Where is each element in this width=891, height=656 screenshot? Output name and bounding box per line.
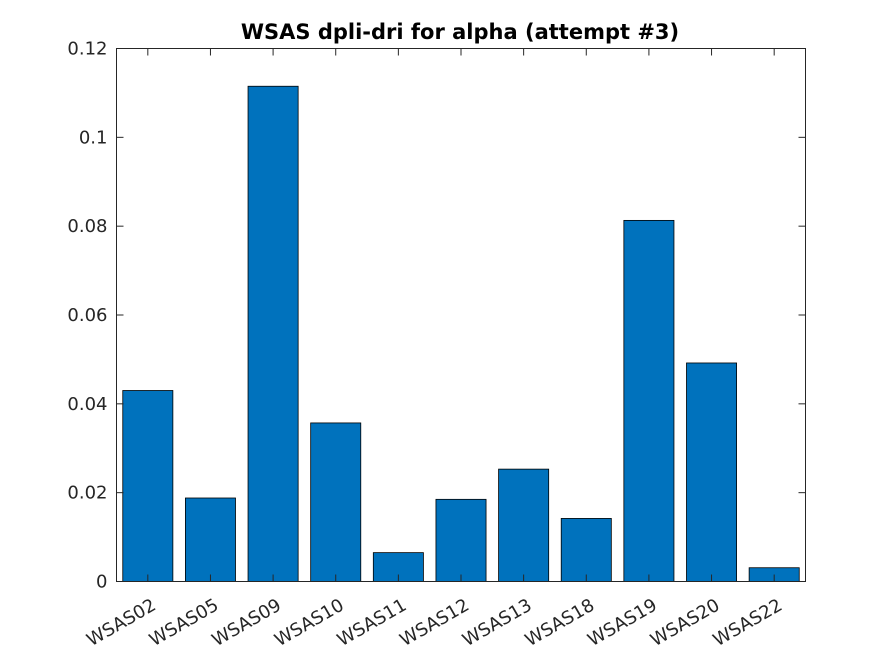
y-tick-label: 0.08: [67, 216, 107, 237]
x-tick-label: WSAS19: [584, 595, 660, 651]
bar-wsas13: [498, 468, 550, 582]
y-tick-label: 0.12: [67, 39, 107, 60]
bar-wsas09: [247, 85, 299, 582]
x-tick-label: WSAS22: [710, 595, 786, 651]
bar-wsas02: [122, 390, 174, 582]
x-tick-label: WSAS13: [459, 595, 535, 651]
y-tick-label: 0: [96, 572, 107, 593]
bar-wsas05: [184, 497, 236, 582]
y-tick-label: 0.1: [79, 127, 108, 148]
bar-wsas10: [310, 422, 362, 582]
x-tick-label: WSAS10: [271, 595, 347, 651]
bar-wsas20: [686, 362, 737, 582]
x-tick-label: WSAS09: [208, 595, 284, 651]
bars-group: [122, 85, 800, 582]
y-tick-label: 0.04: [67, 394, 107, 415]
x-tick-label: WSAS18: [522, 595, 598, 651]
bar-wsas12: [435, 498, 487, 582]
x-tick-label: WSAS02: [83, 595, 159, 651]
x-tick-label: WSAS11: [334, 595, 410, 651]
y-tick-label: 0.06: [67, 305, 107, 326]
bar-wsas18: [560, 518, 612, 582]
x-tick-label: WSAS05: [146, 595, 222, 651]
chart-title: WSAS dpli-dri for alpha (attempt #3): [241, 20, 679, 44]
y-axis: 0 0.02 0.04 0.06 0.08 0.1 0.12: [67, 39, 806, 593]
x-tick-label: WSAS20: [647, 595, 723, 651]
bar-wsas19: [623, 219, 675, 582]
y-tick-label: 0.02: [67, 483, 107, 504]
x-tick-label: WSAS12: [396, 595, 472, 651]
